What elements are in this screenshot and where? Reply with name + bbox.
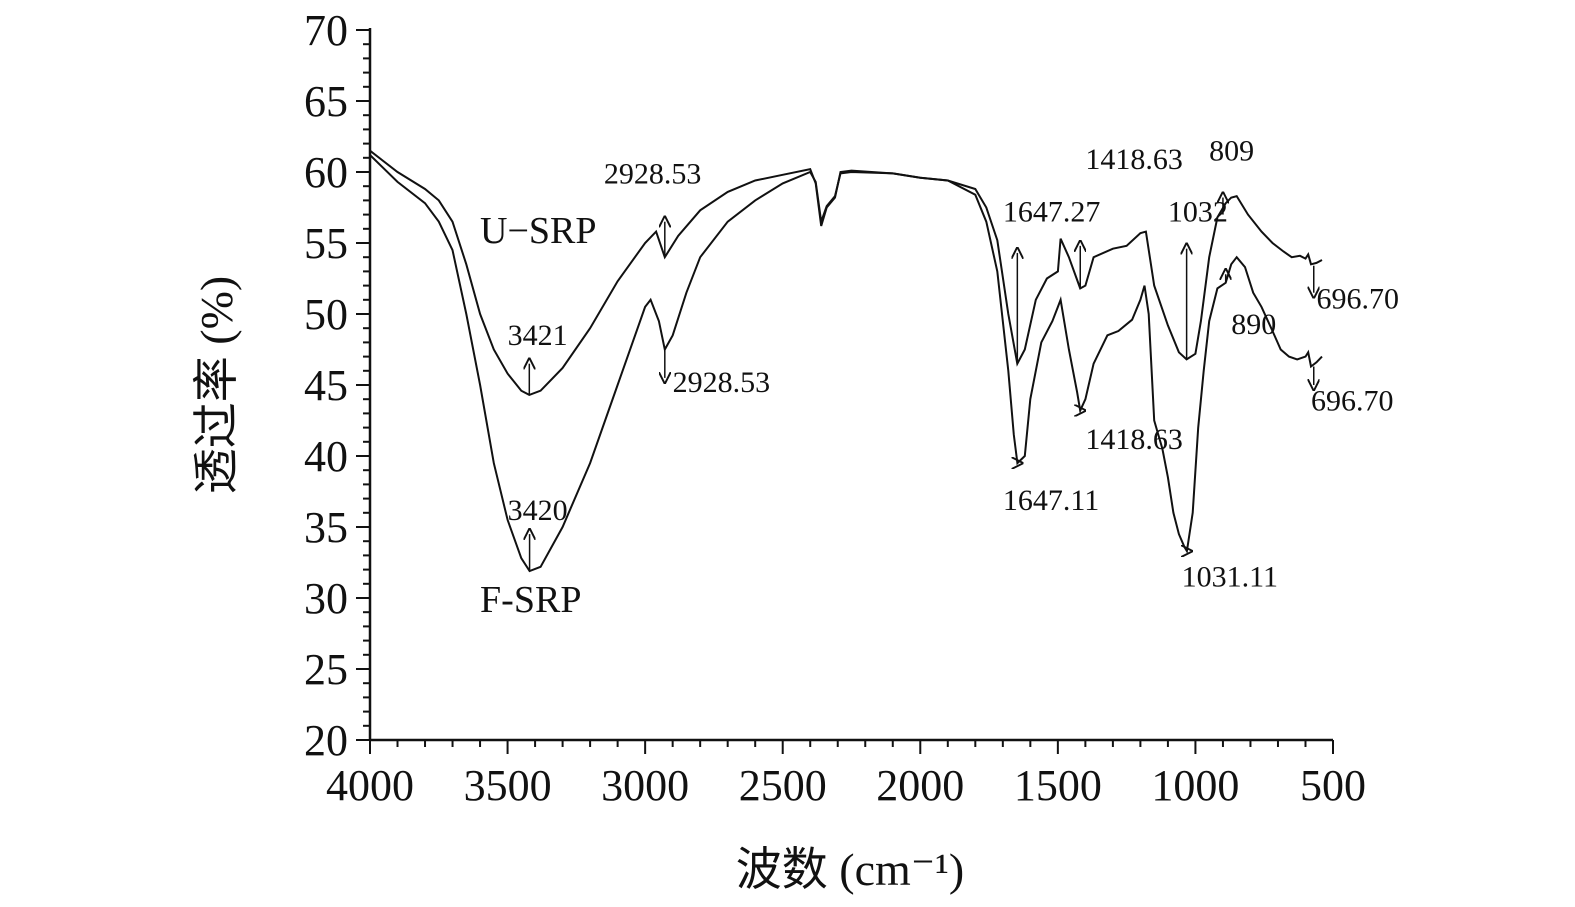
x-tick-label: 1000 <box>1151 761 1239 810</box>
peak-label: 890 <box>1231 308 1276 341</box>
series-line-u-srp <box>369 149 1323 396</box>
series-label: F-SRP <box>480 579 581 621</box>
y-axis-title: 透过率 (%) <box>191 276 242 494</box>
peak-label: 3420 <box>508 494 568 527</box>
peak-label: 1032 <box>1168 196 1228 229</box>
y-tick-label: 30 <box>304 574 348 623</box>
peak-label: 1418.63 <box>1085 143 1183 176</box>
x-tick-label: 2000 <box>876 761 964 810</box>
y-tick-label: 35 <box>304 503 348 552</box>
y-tick-label: 45 <box>304 361 348 410</box>
peak-label: 1647.11 <box>1003 484 1099 517</box>
y-tick-label: 55 <box>304 219 348 268</box>
y-tick-label: 25 <box>304 645 348 694</box>
x-tick-label: 1500 <box>1014 761 1102 810</box>
x-axis-title: 波数 (cm⁻¹) <box>736 844 964 895</box>
x-tick-label: 3500 <box>464 761 552 810</box>
peak-label: 1647.27 <box>1003 196 1101 229</box>
peak-label: 1418.63 <box>1085 423 1183 456</box>
annotations: 3421 2928.53 3420 2928.53 1647.27 1418.63 1032… <box>508 135 1399 594</box>
peak-label: 696.70 <box>1311 385 1394 418</box>
y-tick-label: 50 <box>304 290 348 339</box>
x-tick-label: 3000 <box>601 761 689 810</box>
peak-label: 1031.11 <box>1182 561 1278 594</box>
peak-label: 3421 <box>508 319 568 352</box>
series-label: U−SRP <box>480 210 597 252</box>
x-tick-label: 4000 <box>326 761 414 810</box>
y-tick-label: 40 <box>304 432 348 481</box>
axes <box>368 28 1333 742</box>
peak-label: 2928.53 <box>604 157 702 190</box>
x-tick-label: 2500 <box>739 761 827 810</box>
peak-label: 2928.53 <box>673 366 771 399</box>
series-line-f-srp <box>369 154 1323 573</box>
y-tick-label: 20 <box>304 716 348 765</box>
y-tick-label: 60 <box>304 148 348 197</box>
y-tick-label: 70 <box>304 6 348 55</box>
peak-label: 809 <box>1209 135 1254 168</box>
ticks: 20 25 30 35 40 45 50 55 60 65 70 4000 3500 3000 2500 20… <box>304 6 1366 810</box>
peak-label: 696.70 <box>1316 282 1399 315</box>
x-tick-label: 500 <box>1300 761 1366 810</box>
y-tick-label: 65 <box>304 77 348 126</box>
series: U−SRP F-SRP <box>369 149 1323 621</box>
